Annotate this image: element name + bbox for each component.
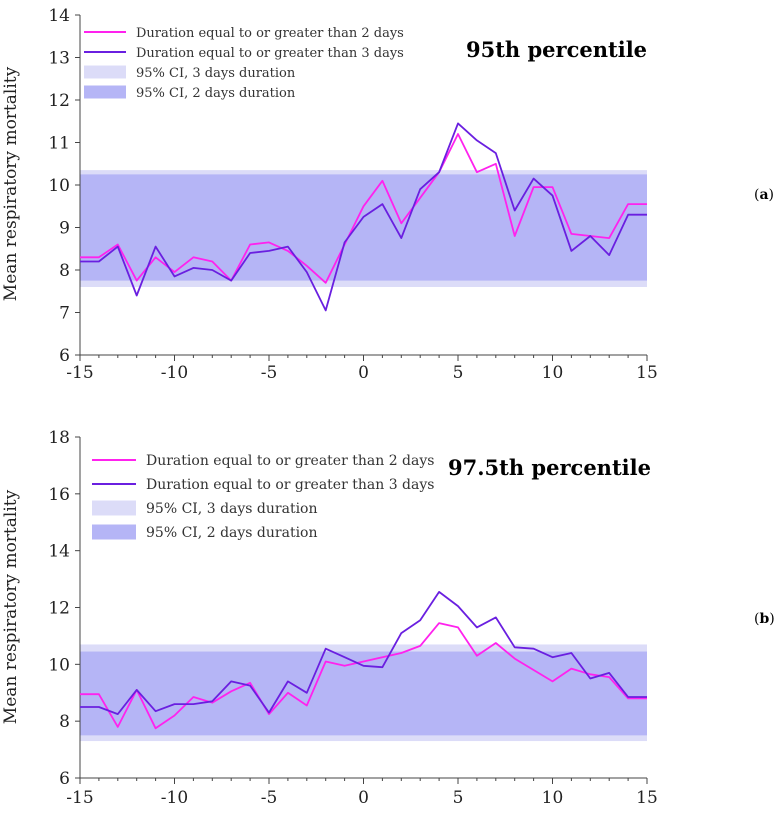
y-tick-label-a: 11 (48, 134, 70, 154)
y-axis-title-a: Mean respiratory mortality (1, 66, 21, 301)
chart-panel-b: Mean respiratory mortality 97.5th percen… (1, 428, 775, 808)
panel-label-a: (a) (754, 187, 774, 203)
y-axis-title-b: Mean respiratory mortality (1, 489, 21, 724)
legend-label-ci-2-days-a: 95% CI, 2 days duration (136, 86, 296, 101)
y-tick-label-b: 10 (48, 655, 70, 675)
x-tick-label-b: 15 (636, 788, 658, 808)
chart-title-a: 95th percentile (466, 37, 647, 62)
chart-title-b: 97.5th percentile (448, 455, 651, 480)
x-tick-label-a: 0 (358, 363, 369, 383)
legend-label-ci-2-days-b: 95% CI, 2 days duration (146, 525, 318, 541)
y-tick-label-a: 12 (48, 91, 70, 111)
x-tick-label-b: -15 (66, 788, 93, 808)
y-tick-label-a: 9 (59, 219, 70, 239)
x-tick-label-b: 5 (453, 788, 464, 808)
legend-label-ci-3-days-b: 95% CI, 3 days duration (146, 501, 318, 517)
y-tick-label-b: 12 (48, 599, 70, 619)
chart-panel-a: Mean respiratory mortality 95th percenti… (1, 6, 774, 383)
x-tick-label-a: 5 (453, 363, 464, 383)
y-tick-label-b: 14 (48, 542, 70, 562)
x-tick-label-b: -5 (261, 788, 278, 808)
legend-swatch-ci-2-days-a (84, 86, 126, 99)
y-tick-label-a: 14 (48, 6, 70, 26)
panel-label-b: (b) (754, 611, 775, 627)
legend-label-ci-3-days-a: 95% CI, 3 days duration (136, 66, 296, 81)
legend-label-3-days-b: Duration equal to or greater than 3 days (146, 477, 434, 493)
y-tick-label-b: 8 (59, 712, 70, 732)
y-tick-label-b: 6 (59, 769, 70, 789)
x-tick-label-a: -5 (261, 363, 278, 383)
x-tick-label-b: 10 (542, 788, 564, 808)
legend-swatch-ci-3-days-b (92, 501, 136, 516)
y-tick-label-a: 8 (59, 261, 70, 281)
x-tick-label-a: 15 (636, 363, 658, 383)
x-tick-label-b: 0 (358, 788, 369, 808)
legend-swatch-ci-3-days-a (84, 66, 126, 79)
legend-swatch-ci-2-days-b (92, 525, 136, 540)
legend-label-2-days-a: Duration equal to or greater than 2 days (136, 26, 404, 41)
y-tick-label-a: 13 (48, 49, 70, 69)
x-tick-label-b: -10 (161, 788, 188, 808)
legend-label-3-days-a: Duration equal to or greater than 3 days (136, 46, 404, 61)
legend-label-2-days-b: Duration equal to or greater than 2 days (146, 453, 434, 469)
y-tick-label-a: 7 (59, 304, 70, 324)
x-tick-label-a: 10 (542, 363, 564, 383)
y-tick-label-b: 16 (48, 485, 70, 505)
x-tick-label-a: -10 (161, 363, 188, 383)
y-tick-label-a: 10 (48, 176, 70, 196)
y-tick-label-b: 18 (48, 428, 70, 448)
x-tick-label-a: -15 (66, 363, 93, 383)
figure: Mean respiratory mortality 95th percenti… (0, 0, 778, 814)
